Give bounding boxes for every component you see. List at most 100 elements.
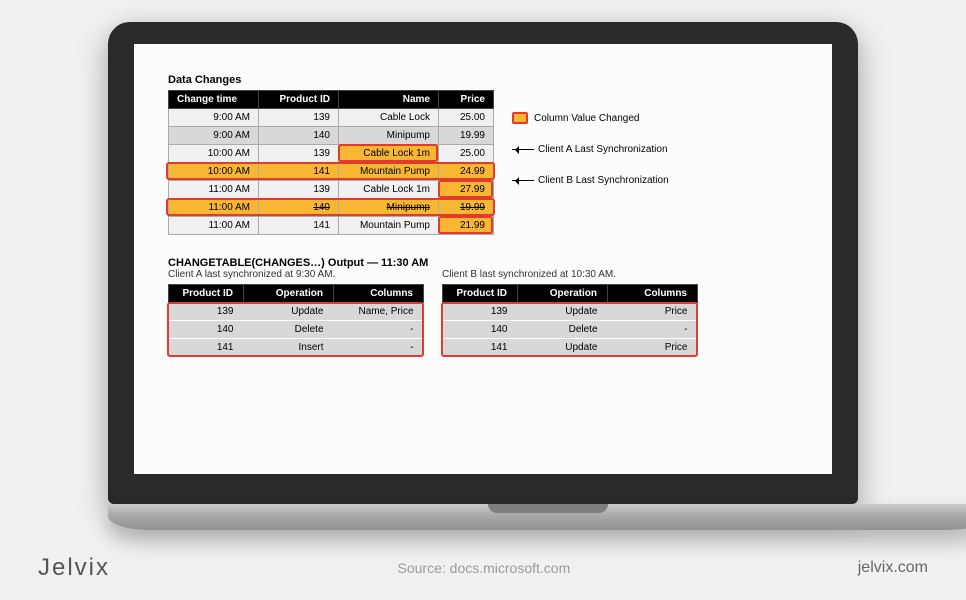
table-cell: 27.99: [439, 181, 494, 199]
table-header: Product ID: [259, 91, 339, 109]
table-cell: 139: [259, 181, 339, 199]
footer-site: jelvix.com: [858, 559, 928, 577]
table-cell: Delete: [244, 321, 334, 339]
table-cell: 11:00 AM: [169, 181, 259, 199]
arrow-left-icon: [512, 180, 534, 181]
client-a-wrap: Product IDOperationColumns 139UpdateName…: [168, 284, 424, 357]
client-b-table: Product IDOperationColumns 139UpdatePric…: [442, 284, 698, 357]
table-cell: 139: [259, 109, 339, 127]
table-row: 140Delete-: [443, 321, 698, 339]
client-a-table: Product IDOperationColumns 139UpdateName…: [168, 284, 424, 357]
table-header: Operation: [518, 285, 608, 303]
table-header: Product ID: [443, 285, 518, 303]
table-row: 141Insert-: [169, 339, 424, 357]
table-cell: 140: [169, 321, 244, 339]
table-header: Columns: [334, 285, 424, 303]
table-row: 9:00 AM140Minipump19.99: [169, 127, 494, 145]
legend-sync-b-label: Client B Last Synchronization: [538, 175, 669, 186]
table-cell: Update: [518, 339, 608, 357]
legend-swatch-label: Column Value Changed: [534, 113, 639, 124]
table-cell: Update: [244, 303, 334, 321]
table-cell: Price: [608, 339, 698, 357]
table-cell: Cable Lock 1m: [339, 181, 439, 199]
outputs-wrap: Client A last synchronized at 9:30 AM. P…: [168, 269, 798, 360]
footer: Jelvix Source: docs.microsoft.com jelvix…: [0, 554, 966, 582]
client-a-subtitle: Client A last synchronized at 9:30 AM.: [168, 269, 424, 280]
table-cell: 140: [443, 321, 518, 339]
table-cell: Update: [518, 303, 608, 321]
table-header: Change time: [169, 91, 259, 109]
table-row: 10:00 AM141Mountain Pump24.99: [169, 163, 494, 181]
table-cell: 140: [259, 127, 339, 145]
table-cell: Mountain Pump: [339, 163, 439, 181]
table-cell: 141: [443, 339, 518, 357]
table-cell: -: [334, 321, 424, 339]
table-cell: 140: [259, 199, 339, 217]
table-cell: 21.99: [439, 217, 494, 235]
data-changes-wrap: Change timeProduct IDNamePrice 9:00 AM13…: [168, 90, 494, 235]
table-cell: 141: [259, 163, 339, 181]
legend-sync-a-label: Client A Last Synchronization: [538, 144, 668, 155]
table-cell: Minipump: [339, 199, 439, 217]
table-cell: 25.00: [439, 145, 494, 163]
table-header: Columns: [608, 285, 698, 303]
table-cell: Mountain Pump: [339, 217, 439, 235]
table-cell: 139: [259, 145, 339, 163]
table-cell: Cable Lock 1m: [339, 145, 439, 163]
laptop-bezel: Data Changes Change timeProduct IDNamePr…: [108, 22, 858, 504]
data-changes-table: Change timeProduct IDNamePrice 9:00 AM13…: [168, 90, 494, 235]
table-cell: Name, Price: [334, 303, 424, 321]
table-cell: -: [608, 321, 698, 339]
table-cell: Delete: [518, 321, 608, 339]
table-cell: Minipump: [339, 127, 439, 145]
table-row: 11:00 AM141Mountain Pump21.99: [169, 217, 494, 235]
legend-sync-a: Client A Last Synchronization: [512, 144, 669, 155]
legend: Column Value Changed Client A Last Synch…: [512, 112, 669, 186]
table-cell: 141: [169, 339, 244, 357]
laptop-base: [108, 504, 966, 530]
table-cell: 19.99: [439, 199, 494, 217]
table-row: 139UpdatePrice: [443, 303, 698, 321]
client-b-block: Client B last synchronized at 10:30 AM. …: [442, 269, 698, 360]
table-cell: Insert: [244, 339, 334, 357]
table-row: 140Delete-: [169, 321, 424, 339]
laptop-frame: Data Changes Change timeProduct IDNamePr…: [108, 22, 858, 530]
table-cell: 9:00 AM: [169, 127, 259, 145]
client-a-block: Client A last synchronized at 9:30 AM. P…: [168, 269, 424, 360]
table-cell: 25.00: [439, 109, 494, 127]
footer-logo: Jelvix: [38, 554, 110, 582]
laptop-screen: Data Changes Change timeProduct IDNamePr…: [134, 44, 832, 474]
table-header: Price: [439, 91, 494, 109]
legend-sync-b: Client B Last Synchronization: [512, 175, 669, 186]
table-header: Product ID: [169, 285, 244, 303]
table-cell: 9:00 AM: [169, 109, 259, 127]
arrow-left-icon: [512, 149, 534, 150]
table-cell: 141: [259, 217, 339, 235]
footer-source: Source: docs.microsoft.com: [398, 560, 571, 576]
table-row: 141UpdatePrice: [443, 339, 698, 357]
table-header: Name: [339, 91, 439, 109]
table-row: 11:00 AM140Minipump19.99: [169, 199, 494, 217]
table-cell: 10:00 AM: [169, 163, 259, 181]
table-cell: 10:00 AM: [169, 145, 259, 163]
table-cell: 139: [169, 303, 244, 321]
legend-swatch: [512, 112, 528, 124]
table-row: 11:00 AM139Cable Lock 1m27.99: [169, 181, 494, 199]
table-cell: 24.99: [439, 163, 494, 181]
table-cell: Price: [608, 303, 698, 321]
table-cell: 19.99: [439, 127, 494, 145]
table-cell: 139: [443, 303, 518, 321]
top-area: Change timeProduct IDNamePrice 9:00 AM13…: [168, 90, 798, 235]
table-row: 139UpdateName, Price: [169, 303, 424, 321]
client-b-wrap: Product IDOperationColumns 139UpdatePric…: [442, 284, 698, 357]
table-cell: -: [334, 339, 424, 357]
table-cell: Cable Lock: [339, 109, 439, 127]
table-header: Operation: [244, 285, 334, 303]
legend-row-swatch: Column Value Changed: [512, 112, 669, 124]
changetable-title: CHANGETABLE(CHANGES…) Output — 11:30 AM: [168, 257, 798, 269]
table-row: 9:00 AM139Cable Lock25.00: [169, 109, 494, 127]
client-b-subtitle: Client B last synchronized at 10:30 AM.: [442, 269, 698, 280]
table-row: 10:00 AM139Cable Lock 1m25.00: [169, 145, 494, 163]
data-changes-title: Data Changes: [168, 74, 798, 86]
table-cell: 11:00 AM: [169, 217, 259, 235]
